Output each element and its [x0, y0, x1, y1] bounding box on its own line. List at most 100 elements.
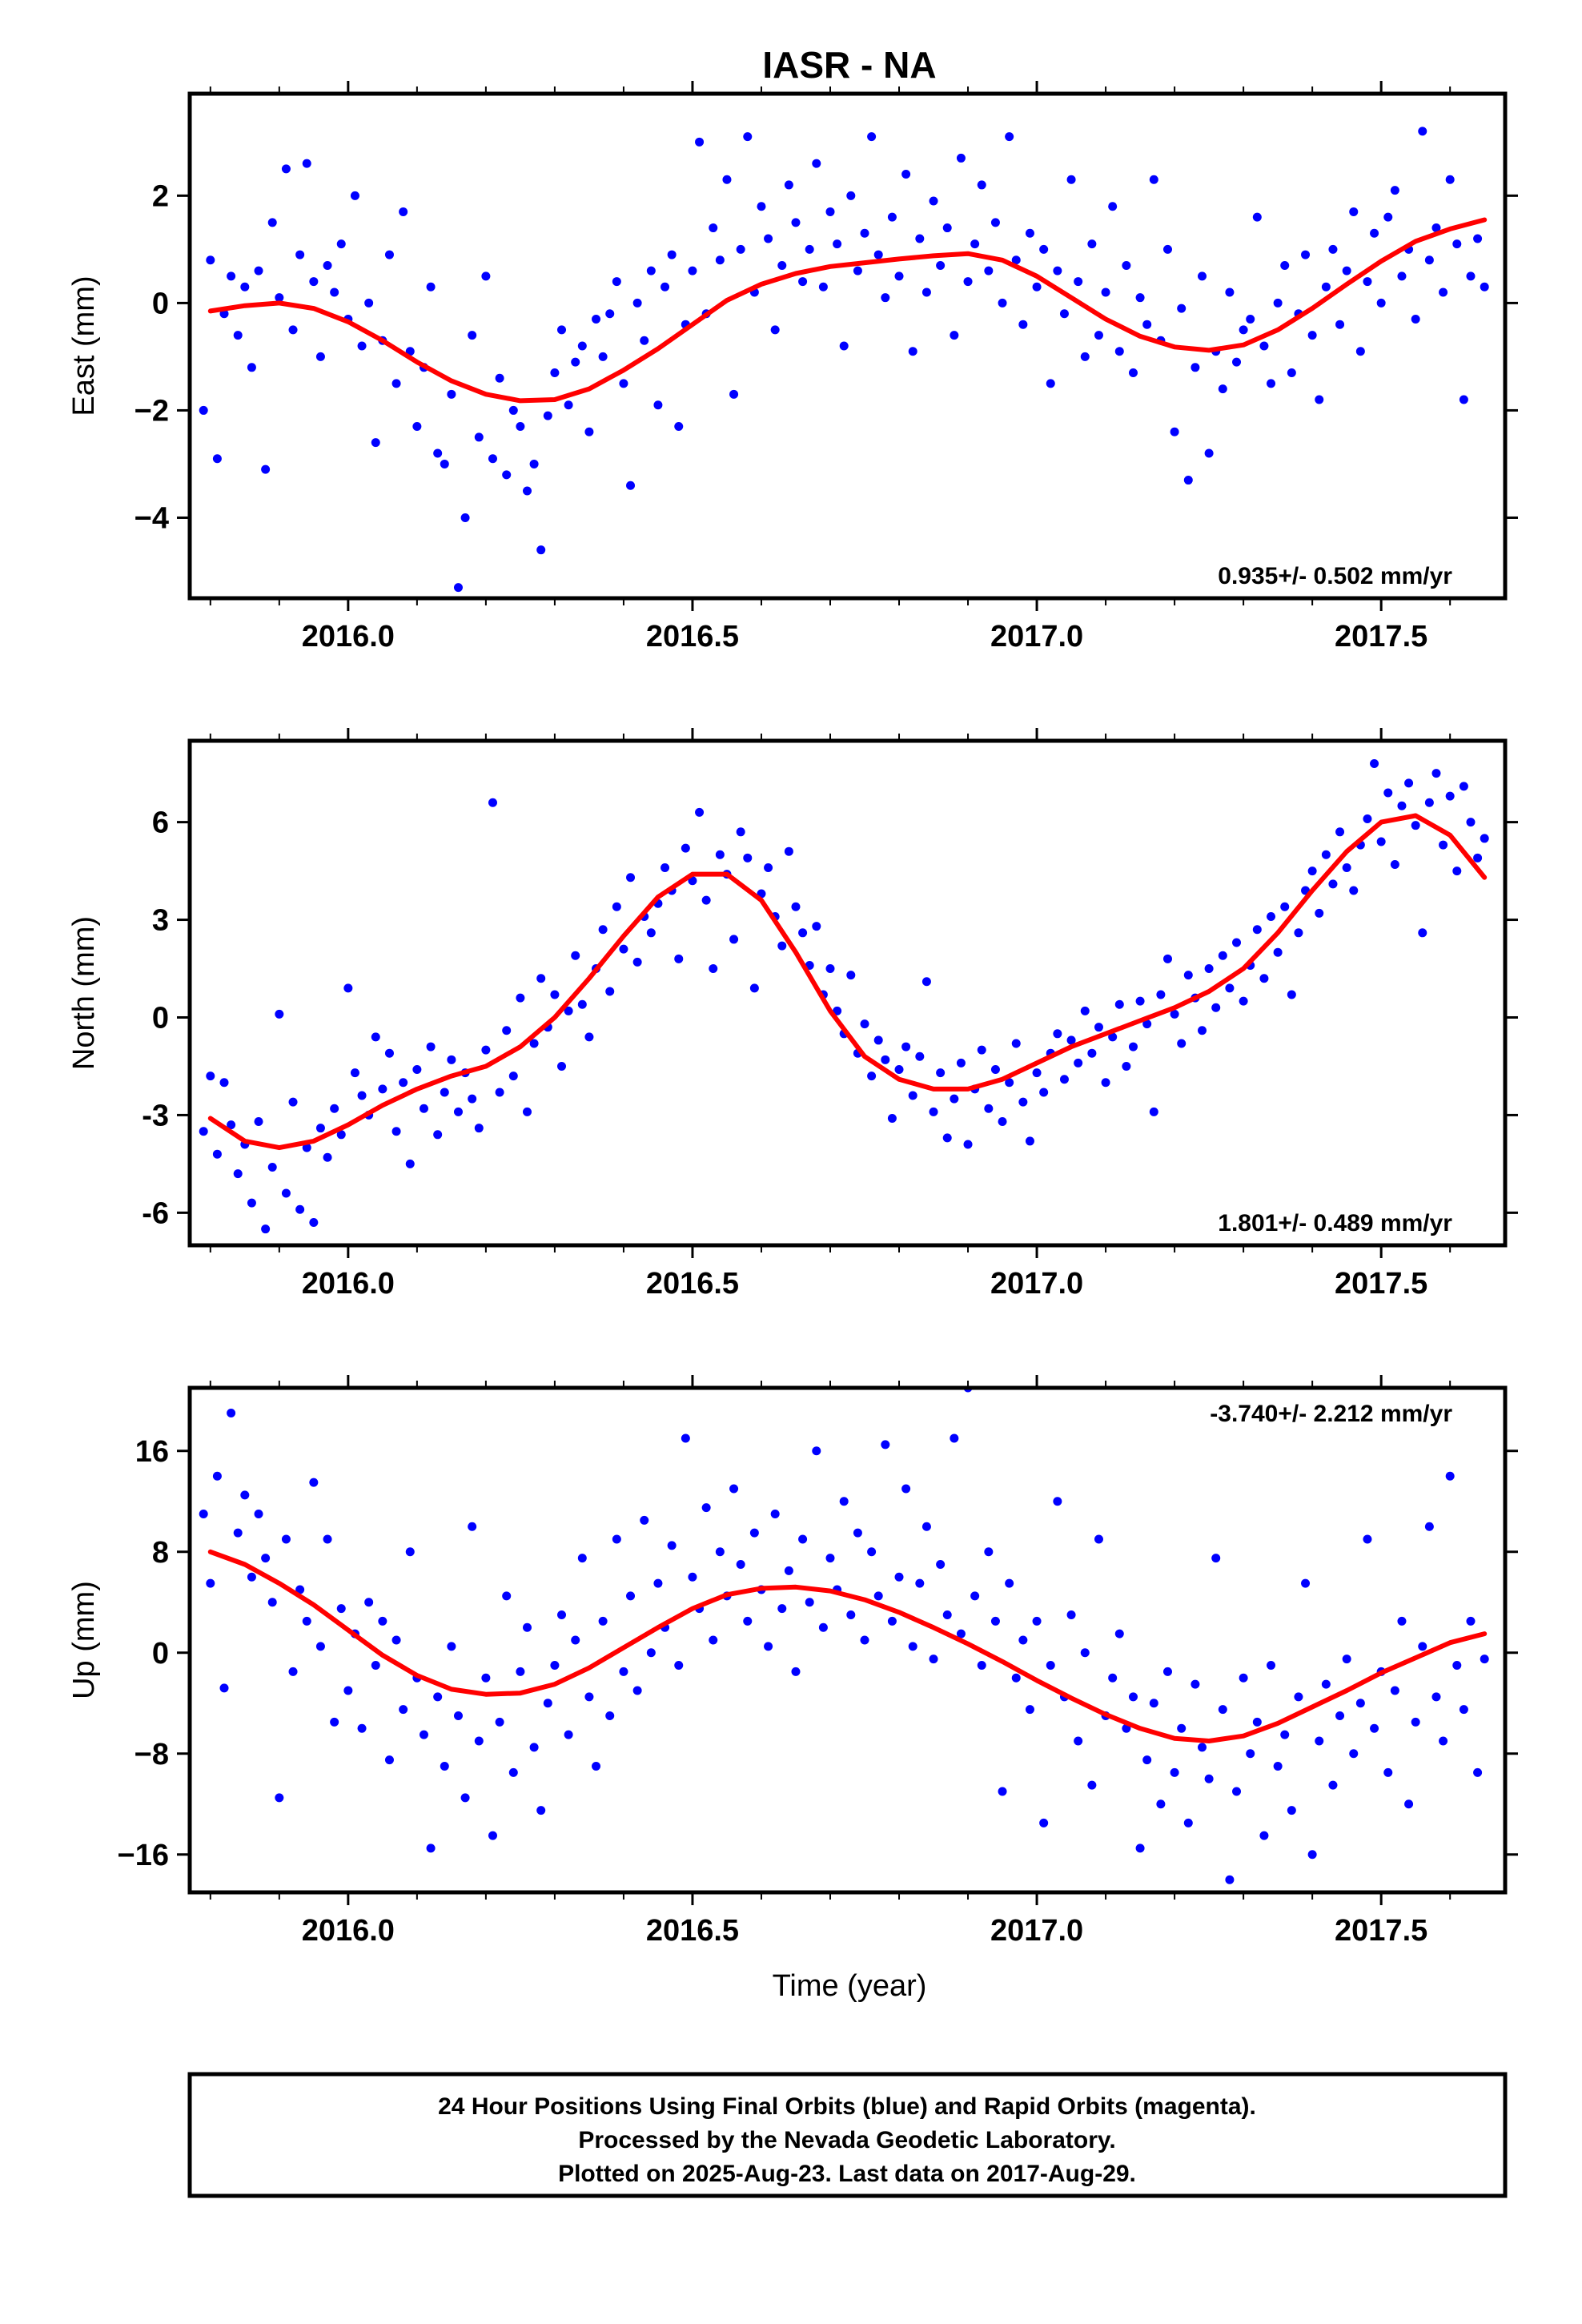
- data-point: [336, 1130, 346, 1140]
- x-tick-label: 2017.0: [990, 620, 1083, 653]
- data-point: [481, 1045, 491, 1055]
- data-point: [288, 1667, 298, 1676]
- data-point: [1328, 244, 1338, 254]
- data-point: [1025, 1136, 1034, 1146]
- data-point: [516, 993, 525, 1003]
- data-point: [1315, 1736, 1324, 1746]
- data-point: [1149, 175, 1158, 184]
- data-point: [384, 1755, 394, 1765]
- data-point: [1018, 320, 1028, 329]
- data-point: [887, 212, 897, 222]
- data-points: [199, 1388, 1489, 1884]
- data-point: [212, 1471, 222, 1481]
- data-point: [1259, 341, 1269, 351]
- data-point: [267, 218, 277, 227]
- data-point: [315, 1124, 325, 1133]
- data-point: [784, 1566, 793, 1575]
- data-point: [942, 223, 952, 233]
- data-point: [853, 1528, 862, 1538]
- data-point: [508, 1767, 518, 1777]
- data-point: [1177, 304, 1186, 313]
- data-point: [261, 1554, 271, 1563]
- data-point: [770, 325, 780, 335]
- data-point: [1445, 175, 1455, 184]
- data-point: [1418, 1642, 1427, 1651]
- data-point: [1211, 1003, 1221, 1012]
- data-point: [295, 1204, 305, 1214]
- data-point: [749, 983, 759, 993]
- data-point: [227, 1120, 236, 1130]
- data-point: [1122, 260, 1131, 270]
- data-point: [1080, 352, 1090, 361]
- data-point: [557, 1610, 567, 1619]
- data-point: [688, 1572, 697, 1582]
- data-point: [350, 191, 359, 200]
- y-tick-label: 8: [152, 1536, 169, 1570]
- rate-label: 1.801+/- 0.489 mm/yr: [1218, 1210, 1452, 1236]
- data-point: [1383, 212, 1393, 222]
- data-point: [1162, 1667, 1172, 1676]
- data-point: [860, 1019, 869, 1029]
- x-tick-label: 2017.5: [1335, 1267, 1427, 1301]
- data-point: [468, 1094, 477, 1104]
- data-point: [1232, 1787, 1242, 1796]
- data-point: [1424, 798, 1434, 807]
- y-axis-label: East (mm): [67, 275, 101, 416]
- data-point: [577, 1554, 587, 1563]
- data-point: [1411, 314, 1420, 324]
- data-point: [901, 1484, 911, 1494]
- data-point: [433, 1692, 443, 1702]
- data-point: [309, 1218, 319, 1228]
- data-point: [364, 298, 374, 308]
- data-point: [330, 1104, 339, 1113]
- data-point: [1466, 271, 1476, 281]
- data-point: [481, 271, 491, 281]
- data-point: [371, 1032, 380, 1042]
- data-point: [661, 863, 670, 873]
- data-point: [1128, 1692, 1138, 1702]
- data-point: [571, 357, 580, 367]
- data-point: [502, 1026, 512, 1035]
- data-point: [433, 448, 443, 458]
- data-point: [1059, 1075, 1069, 1084]
- data-point: [674, 1661, 684, 1670]
- data-point: [302, 1143, 311, 1152]
- panel-1: 2016.0 2016.5 2017.0 2017.5 −4 −2 0 2 East (mm) 0…: [67, 81, 1518, 653]
- data-point: [302, 159, 311, 168]
- data-point: [929, 1655, 938, 1664]
- data-point: [818, 282, 828, 292]
- data-point: [1087, 1048, 1097, 1058]
- data-point: [1198, 271, 1207, 281]
- data-point: [330, 1717, 339, 1727]
- data-point: [474, 432, 484, 442]
- data-point: [1452, 1661, 1462, 1670]
- data-point: [970, 1591, 980, 1601]
- data-point: [598, 925, 608, 935]
- x-tick-label: 2016.0: [302, 1914, 395, 1948]
- data-point: [1211, 1554, 1221, 1563]
- data-point: [1404, 1799, 1414, 1809]
- data-point: [825, 964, 835, 974]
- data-point: [1018, 1097, 1028, 1107]
- data-point: [1025, 1705, 1034, 1715]
- data-point: [206, 1578, 215, 1588]
- data-point: [605, 987, 615, 996]
- data-point: [1294, 1692, 1303, 1702]
- data-point: [1080, 1648, 1090, 1658]
- data-point: [474, 1124, 484, 1133]
- data-point: [523, 1622, 532, 1632]
- data-point: [1335, 827, 1345, 837]
- data-point: [1280, 260, 1290, 270]
- data-point: [1149, 1107, 1158, 1116]
- data-point: [729, 935, 739, 944]
- data-point: [1066, 1610, 1076, 1619]
- plot-frame: [187, 91, 1508, 601]
- data-point: [219, 1078, 229, 1088]
- data-point: [1108, 1673, 1118, 1683]
- data-point: [1370, 758, 1379, 768]
- data-point: [1039, 1088, 1049, 1097]
- data-point: [881, 1440, 890, 1449]
- data-point: [632, 298, 642, 308]
- data-point: [254, 1117, 263, 1127]
- data-point: [1170, 1009, 1179, 1019]
